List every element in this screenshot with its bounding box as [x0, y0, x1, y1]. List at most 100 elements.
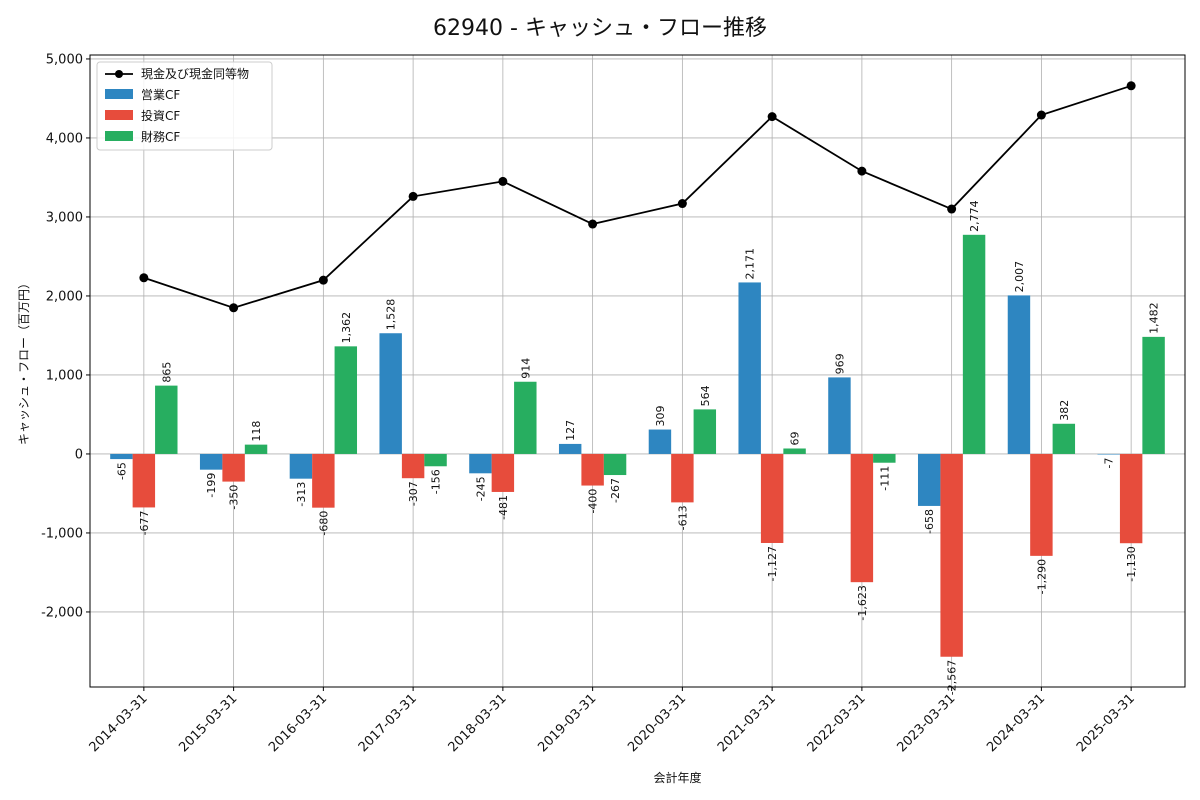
x-tick-label: 2025-03-31 — [1074, 691, 1138, 755]
data-label: -65 — [115, 462, 128, 480]
legend-label: 現金及び現金同等物 — [141, 66, 249, 81]
bar-financing — [1142, 336, 1165, 454]
data-label: -677 — [138, 510, 151, 535]
x-tick-label: 2015-03-31 — [176, 691, 240, 755]
plot-frame — [89, 54, 1186, 688]
data-label: -400 — [587, 489, 600, 514]
x-tick-label: 2016-03-31 — [266, 691, 330, 755]
data-label: -2,567 — [946, 660, 959, 695]
bar-investing — [312, 453, 335, 508]
data-label: -313 — [295, 482, 308, 507]
y-tick-label: 2,000 — [46, 289, 83, 304]
legend-line-marker — [115, 70, 123, 78]
data-label: 2,171 — [744, 248, 757, 280]
legend-box — [96, 61, 273, 151]
bar-financing — [334, 346, 358, 454]
cash-point — [767, 112, 777, 122]
bar-financing — [155, 385, 178, 454]
cash-point — [947, 204, 957, 214]
cash-point — [318, 275, 328, 285]
data-label: -613 — [676, 505, 689, 530]
y-tick-label: -1,000 — [41, 526, 83, 541]
y-tick-label: 1,000 — [46, 368, 83, 383]
data-label: 127 — [564, 420, 577, 441]
bar-operating — [469, 453, 492, 474]
data-label: -245 — [474, 476, 487, 501]
data-label: 1,528 — [385, 299, 398, 331]
bar-operating — [738, 282, 761, 454]
bar-operating — [289, 453, 313, 479]
data-label: 914 — [519, 358, 532, 379]
data-label: -481 — [497, 495, 510, 520]
bar-investing — [581, 453, 604, 486]
bar-investing — [760, 453, 784, 543]
y-tick-label: -2,000 — [41, 605, 83, 620]
data-label: 969 — [833, 353, 846, 374]
bar-financing — [424, 453, 447, 467]
bar-investing — [401, 453, 425, 479]
x-tick-label: 2020-03-31 — [625, 691, 689, 755]
bar-operating — [558, 443, 582, 454]
bar-financing — [873, 453, 896, 463]
bar-operating — [1007, 295, 1031, 454]
x-tick-label: 2019-03-31 — [535, 691, 599, 755]
cash-point — [1126, 81, 1136, 91]
data-label: -7 — [1103, 458, 1116, 469]
data-label: 118 — [250, 421, 263, 442]
bar-operating — [828, 377, 851, 454]
bar-financing — [514, 381, 537, 454]
data-label: 69 — [789, 431, 802, 445]
legend-swatch — [105, 131, 133, 141]
x-tick-label: 2024-03-31 — [984, 691, 1048, 755]
data-label: -156 — [430, 469, 443, 494]
y-tick-label: 0 — [75, 447, 83, 462]
data-label: 309 — [654, 406, 667, 427]
cash-line — [143, 84, 1132, 309]
data-label: -199 — [205, 473, 218, 498]
bar-financing — [693, 409, 717, 454]
y-axis-label: キャッシュ・フロー（百万円） — [17, 277, 31, 445]
bar-financing — [244, 444, 268, 454]
bar-investing — [132, 453, 156, 508]
bar-financing — [962, 234, 986, 454]
bar-investing — [671, 453, 694, 503]
cash-point — [677, 199, 687, 209]
legend-label: 投資CF — [141, 108, 180, 123]
cash-point — [857, 166, 867, 176]
bar-financing — [603, 453, 627, 476]
bar-operating — [917, 453, 941, 506]
y-tick-label: 5,000 — [46, 52, 83, 67]
cash-point — [1036, 110, 1046, 120]
cash-point — [588, 219, 598, 229]
data-label: -1,127 — [766, 546, 779, 581]
data-label: 382 — [1058, 400, 1071, 421]
y-tick-label: 3,000 — [46, 210, 83, 225]
bar-operating — [199, 453, 223, 470]
data-label: -350 — [228, 485, 241, 510]
x-tick-label: 2023-03-31 — [894, 691, 958, 755]
cash-point — [498, 176, 508, 186]
bar-operating — [379, 333, 402, 454]
legend-swatch — [105, 89, 133, 99]
bar-investing — [1119, 453, 1143, 544]
bar-operating — [648, 429, 672, 454]
y-tick-label: 4,000 — [46, 131, 83, 146]
cash-point — [229, 303, 239, 313]
bar-operating — [110, 453, 133, 460]
x-tick-label: 2014-03-31 — [87, 691, 151, 755]
x-axis-label: 会計年度 — [653, 770, 701, 785]
data-label: 1,482 — [1148, 302, 1161, 334]
data-label: -1,290 — [1035, 559, 1048, 594]
data-label: 564 — [699, 385, 712, 406]
chart-title: 62940 - キャッシュ・フロー推移 — [433, 16, 767, 41]
legend-label: 財務CF — [141, 129, 180, 144]
bar-investing — [491, 453, 515, 492]
x-tick-label: 2018-03-31 — [446, 691, 510, 755]
data-label: -267 — [609, 478, 622, 503]
bar-investing — [850, 453, 874, 583]
data-label: -111 — [878, 466, 891, 491]
data-label: 865 — [160, 362, 173, 383]
data-label: 2,774 — [968, 200, 981, 232]
